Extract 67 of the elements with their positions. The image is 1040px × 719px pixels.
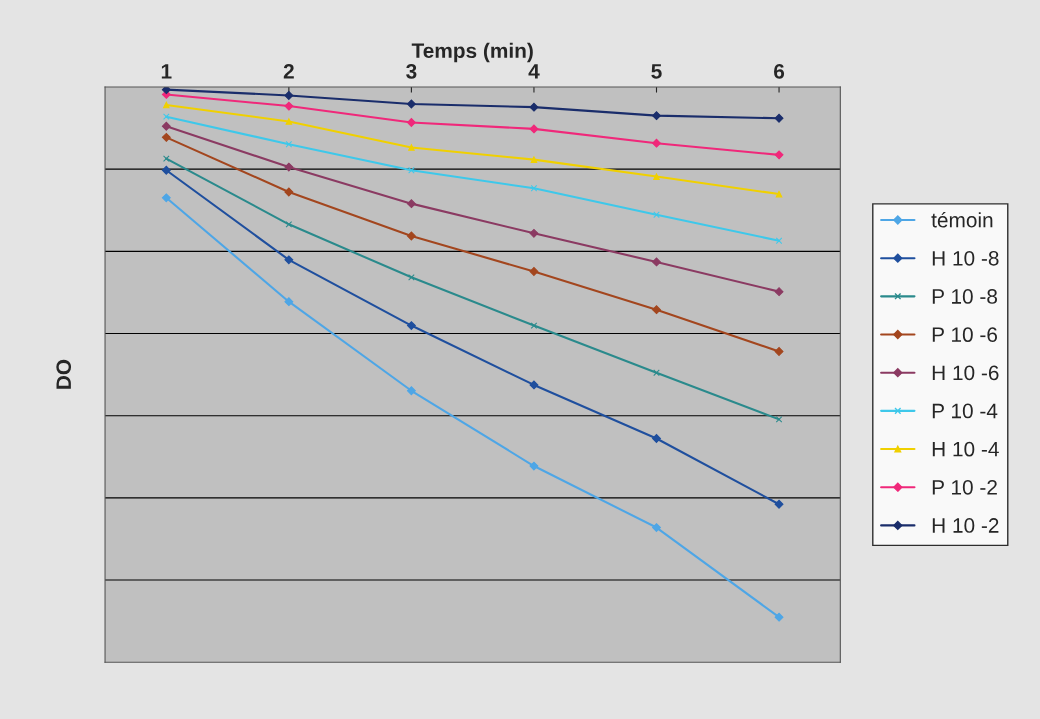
legend-label: P 10 -6: [932, 327, 998, 343]
point: [408, 166, 415, 174]
point: [406, 386, 416, 396]
point: [774, 499, 784, 509]
point: [408, 144, 415, 151]
point: [163, 113, 170, 120]
point: [652, 434, 661, 443]
point: [284, 297, 294, 307]
point: [529, 124, 539, 134]
legend-label: H 10 -2: [932, 518, 999, 533]
point: [652, 111, 661, 121]
point: [774, 150, 784, 160]
point: [530, 184, 538, 192]
point: [529, 228, 539, 238]
point: [529, 380, 539, 390]
point: [284, 91, 294, 100]
point: [406, 199, 416, 209]
point: [406, 231, 416, 241]
point: [653, 173, 660, 180]
legend-label: témoin: [931, 211, 993, 228]
legend-label: P 10 -8: [932, 289, 998, 304]
x-tick-label: 6: [774, 63, 785, 79]
point: [285, 140, 293, 148]
point: [774, 113, 784, 123]
point: [652, 523, 661, 532]
point: [652, 257, 661, 267]
point: [406, 118, 416, 127]
point: [530, 322, 538, 329]
point: [161, 132, 171, 142]
point: [161, 121, 171, 131]
point: [529, 102, 539, 112]
point: [161, 165, 171, 175]
legend-label: P 10 -2: [932, 479, 997, 495]
point: [161, 193, 171, 203]
point: [774, 612, 784, 622]
point: [529, 267, 539, 276]
point: [285, 118, 293, 125]
point: [775, 416, 783, 423]
point: [284, 101, 294, 111]
point: [285, 221, 293, 228]
point: [774, 347, 784, 356]
point: [163, 101, 170, 109]
point: [284, 162, 294, 172]
point: [775, 190, 783, 198]
x-tick-label: 3: [406, 63, 417, 79]
legend-label: H 10 -6: [932, 365, 999, 381]
x-tick-label: 4: [528, 64, 540, 79]
point: [652, 138, 661, 148]
y-axis-title: DO: [56, 359, 72, 389]
point: [530, 156, 538, 163]
x-axis-title: Temps (min): [411, 42, 533, 63]
x-tick-label: 1: [161, 64, 172, 79]
point: [652, 305, 661, 315]
point: [284, 255, 294, 265]
x-tick-label: 2: [283, 63, 294, 79]
point: [161, 87, 171, 95]
point: [406, 99, 416, 109]
point: [774, 287, 784, 297]
point: [406, 321, 416, 331]
point: [284, 187, 294, 197]
point: [408, 274, 415, 281]
point: [775, 237, 783, 245]
legend-label: H 10 -4: [932, 441, 999, 457]
legend-label: P 10 -4: [932, 403, 998, 419]
legend-label: H 10 -8: [932, 250, 999, 266]
point: [529, 461, 539, 471]
x-tick-label: 5: [651, 64, 662, 79]
